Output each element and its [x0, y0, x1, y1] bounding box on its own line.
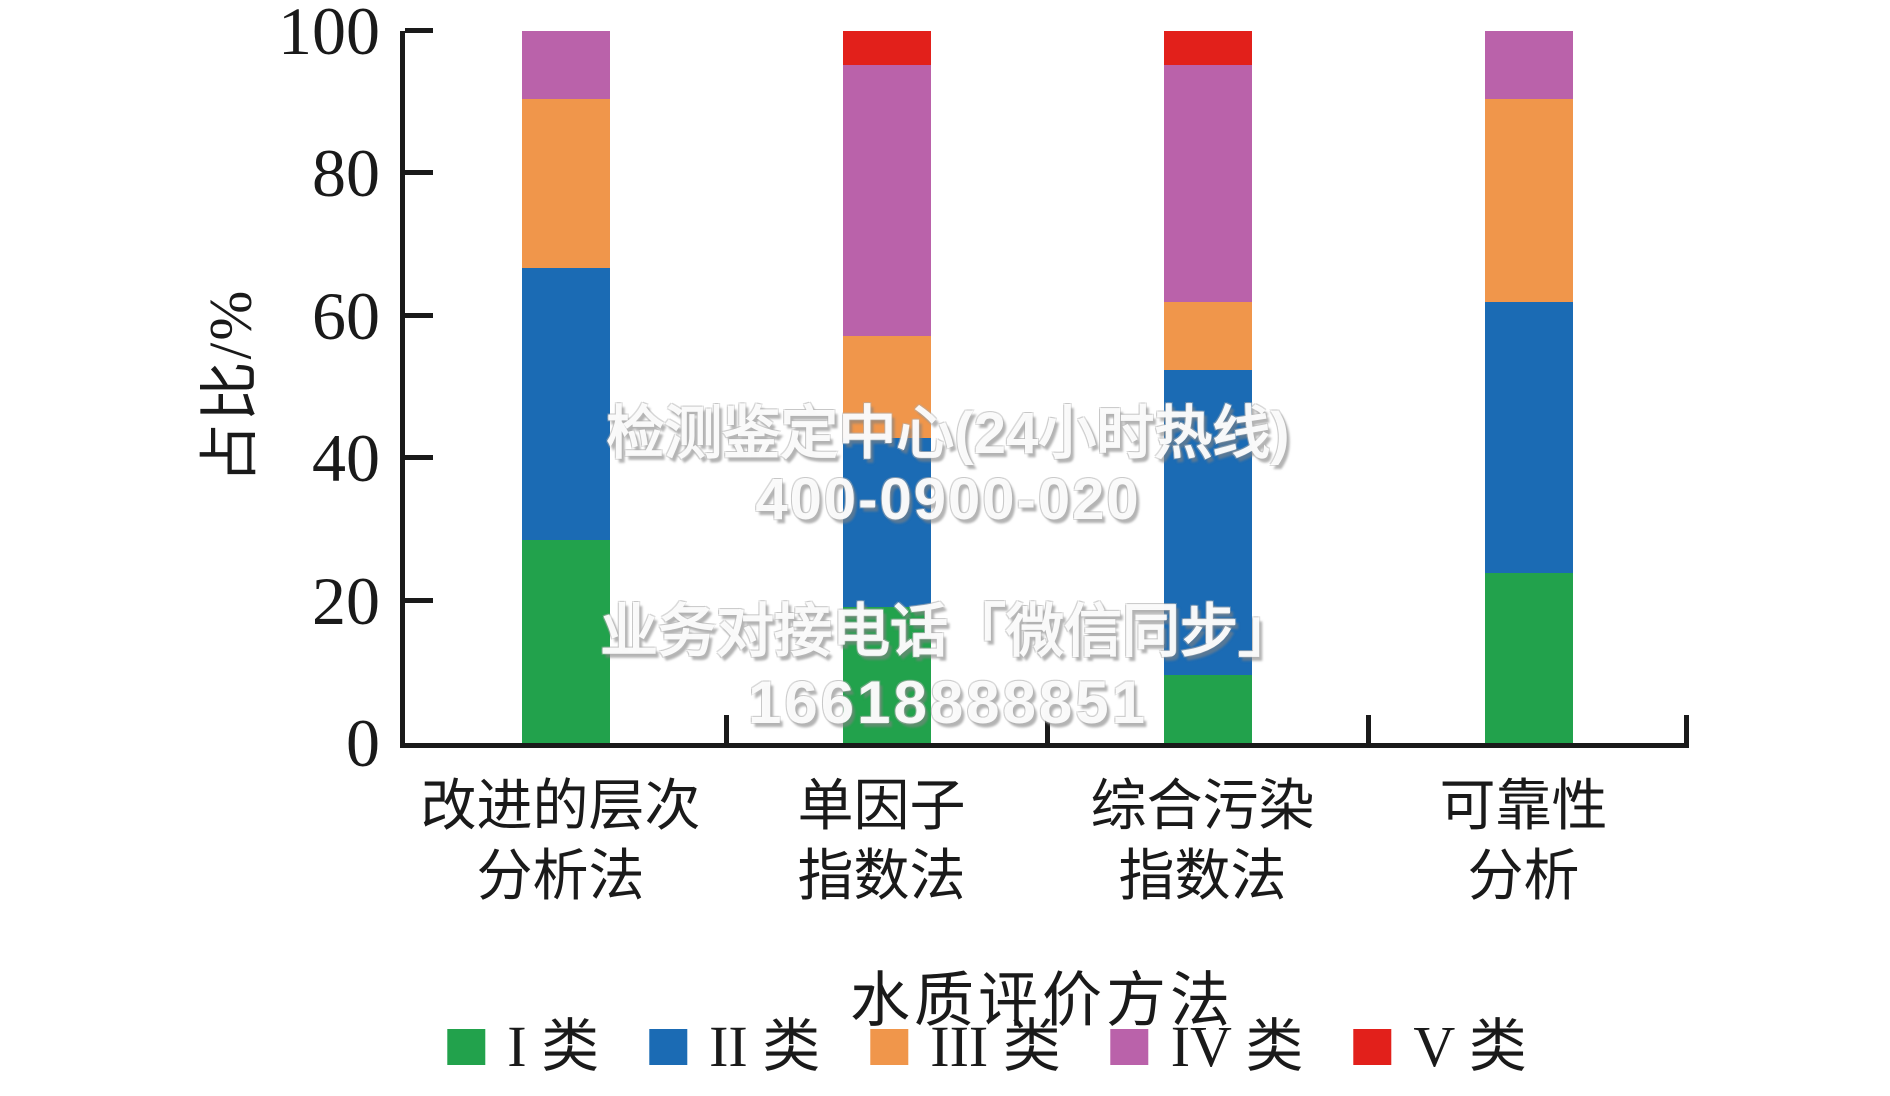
- watermark-line-3: 业务对接电话「微信同步」: [599, 599, 1297, 664]
- y-tick-label: 80: [312, 135, 380, 212]
- legend-swatch: [447, 1029, 486, 1065]
- x-tick-mark: [724, 715, 729, 743]
- bar-2: [842, 30, 931, 743]
- legend-item: I 类: [447, 1018, 599, 1076]
- y-tick-mark: [405, 597, 433, 603]
- bar-4: [1484, 31, 1573, 743]
- bar-1: [521, 31, 610, 743]
- bar-segment: [842, 437, 931, 608]
- y-tick-mark: [405, 312, 433, 318]
- bar-segment: [521, 98, 610, 269]
- bar-segment: [521, 539, 610, 743]
- category-label: 单因子 指数法: [672, 772, 1092, 912]
- category-label-line: 综合污染: [1090, 776, 1315, 838]
- bar-segment: [1163, 64, 1252, 303]
- legend-label: I 类: [507, 1014, 600, 1079]
- bar-3: [1163, 31, 1252, 743]
- legend-item: II 类: [649, 1018, 820, 1076]
- y-tick-label: 0: [346, 705, 380, 781]
- category-label-line: 单因子: [797, 776, 966, 838]
- bar-segment: [1163, 302, 1252, 371]
- bar-segment: [842, 64, 931, 337]
- category-label-line: 可靠性: [1439, 776, 1608, 838]
- bar-segment: [842, 607, 931, 743]
- y-tick-mark: [405, 28, 433, 33]
- y-tick-mark: [405, 455, 433, 461]
- watermark-phone-400: 400-0900-020: [755, 467, 1141, 532]
- category-label-line: 分析: [1467, 846, 1580, 908]
- category-label: 综合污染 指数法: [993, 772, 1413, 912]
- bar-segment: [1484, 31, 1573, 99]
- category-label: 可靠性 分析: [1314, 772, 1734, 912]
- legend-item: V 类: [1353, 1014, 1527, 1079]
- x-tick-mark: [1684, 715, 1689, 743]
- bar-segment: [521, 31, 610, 99]
- bar-segment: [1163, 31, 1252, 65]
- bar-segment: [1484, 98, 1573, 303]
- plot-area: [400, 28, 1689, 748]
- y-tick-label: 40: [312, 420, 380, 497]
- legend-swatch: [1353, 1029, 1392, 1065]
- legend-item: IV 类: [1110, 1014, 1304, 1079]
- legend-label: II 类: [709, 1014, 821, 1079]
- bar-segment: [842, 336, 931, 438]
- bar-segment: [1484, 573, 1573, 743]
- category-label: 改进的层次 分析法: [351, 772, 771, 912]
- bar-segment: [1163, 675, 1252, 743]
- legend-label: III 类: [930, 1014, 1061, 1079]
- category-label-line: 改进的层次: [420, 776, 701, 838]
- y-tick-mark: [405, 170, 433, 176]
- legend-label: V 类: [1413, 1014, 1527, 1079]
- bar-segment: [1163, 370, 1252, 676]
- legend-swatch: [649, 1029, 688, 1065]
- y-tick-label: 20: [312, 562, 380, 639]
- watermark-line-1: 检测鉴定中心(24小时热线): [606, 401, 1290, 466]
- y-tick-label: 60: [312, 277, 380, 354]
- x-axis-title: 水质评价方法: [850, 968, 1234, 1034]
- legend-item: III 类: [870, 1014, 1061, 1079]
- category-label-line: 指数法: [797, 846, 966, 908]
- legend-swatch: [1110, 1029, 1149, 1065]
- legend: I 类 II 类 III 类 IV 类 V 类: [447, 1014, 1527, 1079]
- category-label-line: 分析法: [476, 846, 645, 908]
- bar-segment: [842, 30, 931, 65]
- bar-segment: [521, 268, 610, 540]
- legend-swatch: [870, 1029, 909, 1065]
- bar-segment: [1484, 302, 1573, 574]
- watermark-mobile-number: 16618888851: [747, 669, 1149, 736]
- category-label-line: 指数法: [1118, 846, 1287, 908]
- x-tick-mark: [1045, 715, 1050, 743]
- legend-label: IV 类: [1170, 1014, 1304, 1079]
- x-tick-mark: [1366, 715, 1371, 743]
- y-tick-label: 100: [278, 0, 380, 69]
